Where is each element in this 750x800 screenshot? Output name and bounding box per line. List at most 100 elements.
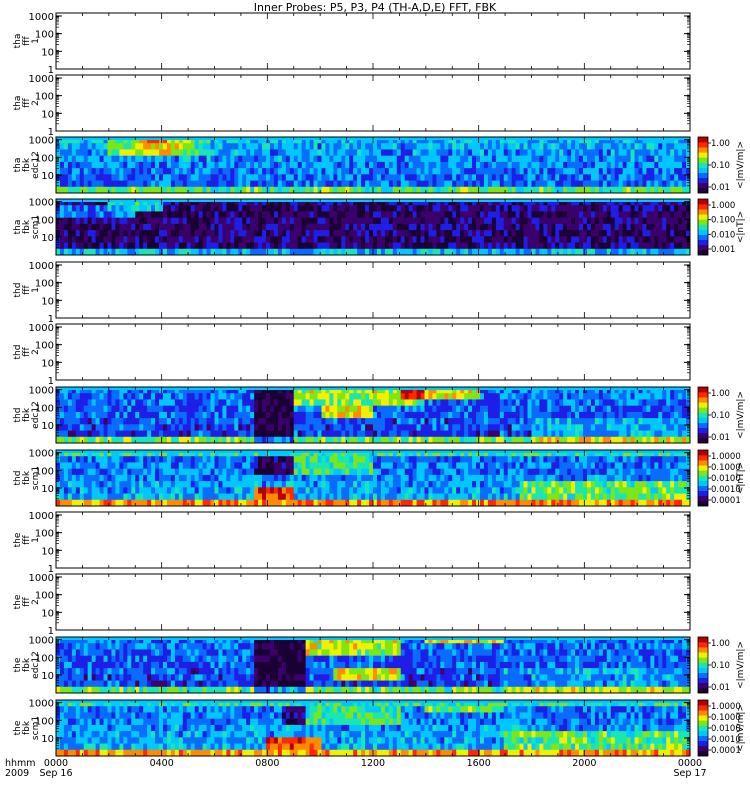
panel-tha_fbk_scm1-cell [317,199,322,206]
panel-thd_fbk_edc12-cell [472,436,477,444]
panel-tha_fbk_edc12-cell [87,149,93,157]
panel-thd_fbk_edc12-cell [143,411,148,419]
panel-tha_fbk_scm1-cell [579,199,584,206]
panel-tha_fbk_edc12-cell [269,186,275,194]
panel-thd_fbk_edc12-cell [424,424,429,431]
panel-thd_fbk_edc12-cell [345,436,350,444]
panel-thd_fbk_edc12-cell [174,430,180,438]
panel-tha_fbk_scm1-cell [361,217,366,225]
panel-tha_fbk_scm1-cell [579,236,584,243]
panel-tha_fbk_edc12-cell [269,174,275,181]
panel-thd_fbk_edc12-cell [178,424,184,431]
panel-thd_fbk_edc12-cell [555,436,560,444]
panel-tha_fbk_edc12-cell [586,155,592,163]
panel-tha_fbk_edc12-cell [452,155,457,163]
panel-tha_fbk_edc12-cell [230,168,235,175]
panel-thd_fbk_edc12-cell [206,411,211,419]
panel-tha_fbk_scm1-cell [408,242,414,250]
panel-tha_fbk_edc12-cell [468,168,473,175]
panel-tha_fbk_edc12-cell [646,155,651,163]
panel-thd_fbk_edc12-cell [384,399,390,407]
panel-tha_fbk_scm1-cell [503,223,509,231]
panel-tha_fbk_edc12-cell [262,155,267,163]
panel-tha_fbk_scm1-cell [448,230,453,237]
panel-thd_fbk_edc12-cell [622,430,627,438]
panel-thd_fbk_edc12-cell [226,399,231,407]
panel-tha_fbk_edc12-cell [416,174,421,181]
panel-thd_fbk_edc12-cell [416,418,421,425]
panel-tha_fbk_scm1-cell [107,211,112,219]
panel-thd_fbk_edc12-cell [527,405,532,413]
panel-tha_fbk_edc12-cell [472,137,477,144]
panel-thd_fbk_edc12-cell [273,399,279,407]
panel-tha_fbk_edc12-cell [131,137,136,144]
panel-thd_fbk_edc12-cell [285,430,291,438]
panel-tha_fbk_edc12-cell [618,180,624,188]
panel-tha_fbk_edc12-cell [416,155,421,163]
panel-tha_fbk_scm1-cell [194,217,200,225]
panel-thd_fbk_edc12-cell [357,399,362,407]
panel-thd_fbk_edc12-cell [182,387,188,394]
panel-thd_fbk_edc12-cell [162,424,168,431]
panel-thd_fbk_edc12-cell [408,399,414,407]
panel-tha_fbk_edc12-cell [329,161,334,169]
panel-tha_fbk_edc12-cell [147,161,152,169]
panel-tha_fbk_edc12-cell [262,137,267,144]
panel-tha_fbk_edc12-cell [325,168,330,175]
panel-tha_fbk_edc12-cell [400,161,406,169]
panel-tha_fbk_scm1-cell [258,230,263,237]
panel-thd_fbk_edc12-cell [250,436,255,444]
panel-tha_fbk_scm1-cell [373,199,378,206]
panel-tha_fbk_scm1-cell [400,217,406,225]
panel-tha_fbk_scm1-cell [503,217,509,225]
panel-thd_fbk_edc12-cell [341,436,346,444]
panel-tha_fbk_edc12-cell [79,180,85,188]
panel-tha_fbk_scm1-cell [262,223,267,231]
panel-thd_fbk_edc12-cell [440,436,445,444]
panel-tha_fbk_edc12-cell [190,174,196,181]
panel-tha_fbk_scm1-cell [357,223,362,231]
panel-tha_fbk_edc12-cell [404,161,410,169]
panel-thd_fbk_edc12-cell [87,387,93,394]
panel-thd_fbk_edc12-cell [329,387,334,394]
panel-tha_fbk_scm1-cell [281,248,287,256]
panel-tha_fbk_scm1-cell [563,223,568,231]
panel-tha_fbk_edc12-cell [266,149,271,157]
panel-tha_fbk_scm1-cell [151,248,156,256]
panel-tha_fbk_edc12-cell [67,137,73,144]
panel-thd_fbk_edc12-cell [392,424,398,431]
panel-tha_fbk_scm1-cell [487,242,493,250]
panel-tha_fbk_scm1-cell [487,205,493,212]
panel-thd_fbk_edc12-cell [127,405,132,413]
panel-tha_fbk_scm1-cell [305,242,310,250]
panel-thd_fbk_edc12-cell [483,405,489,413]
panel-tha_fbk_edc12-cell [147,186,152,194]
panel-tha_fbk_edc12-cell [333,174,338,181]
panel-thd_fbk_edc12-cell [476,418,481,425]
panel-thd_fbk_edc12-cell [194,411,200,419]
panel-tha_fbk_edc12-cell [594,161,600,169]
panel-tha_fbk_edc12-cell [476,168,481,175]
panel-tha_fbk_edc12-cell [642,168,647,175]
panel-thd_fbk_edc12-cell [495,424,501,431]
panel-tha_fbk_scm1-cell [658,248,663,256]
panel-tha_fbk_edc12-cell [341,186,346,194]
panel-tha_fbk_scm1-cell [460,248,465,256]
panel-tha_fbk_scm1-cell [598,205,604,212]
panel-tha_fbk_scm1-cell [567,242,572,250]
panel-tha_fbk_edc12-cell [369,155,374,163]
panel-thd_fbk_edc12-cell [606,387,612,394]
panel-thd_fbk_edc12-cell [380,393,386,400]
panel-tha_fff_1-y-tick-label: 100 [35,30,54,41]
panel-thd_fbk_edc12-cell [468,436,473,444]
panel-tha_fbk_scm1-cell [412,223,417,231]
panel-tha_fbk_edc12-cell [178,143,184,150]
panel-thd_fbk_edc12-cell [317,393,322,400]
panel-thd_fbk_edc12-cell [143,393,148,400]
panel-tha_fbk_edc12-colorbar-tick-label: 1.00 [711,139,730,149]
panel-tha_fbk_edc12-cell [277,168,283,175]
panel-tha_fbk_scm1-cell [151,211,156,219]
panel-thd_fbk_edc12-cell [226,393,231,400]
panel-tha_fbk_scm1-cell [190,211,196,219]
panel-thd_fbk_edc12-cell [444,436,449,444]
